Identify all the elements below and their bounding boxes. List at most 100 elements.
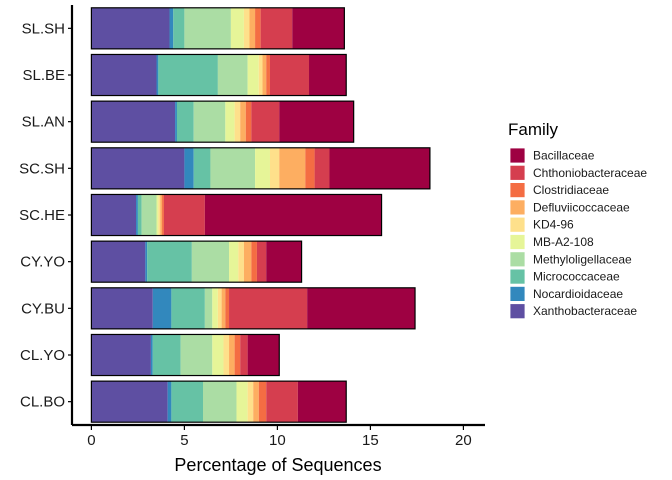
bar-cl-bo <box>90 380 347 423</box>
bar-segment-sc-he-mb-a2-108 <box>156 194 159 236</box>
legend-item-chthoniobacteraceae: Chthoniobacteraceae <box>509 164 647 181</box>
bar-segment-sl-an-kd4-96 <box>234 101 241 143</box>
bar-segment-cl-yo-kd4-96 <box>223 334 230 376</box>
bar-segment-sc-sh-mb-a2-108 <box>255 147 270 189</box>
bar-sc-he <box>90 193 383 237</box>
bar-outline-cy-yo <box>90 240 303 283</box>
bar-segment-sl-sh-micrococcaceae <box>173 7 185 49</box>
bar-segment-cy-bu-nocardioidaceae <box>152 287 172 329</box>
bar-segment-cy-yo-kd4-96 <box>238 241 244 283</box>
bar-segment-cl-bo-mb-a2-108 <box>236 381 248 423</box>
bar-sl-be <box>90 53 347 97</box>
bar-segment-sl-an-chthoniobacteraceae <box>251 101 280 143</box>
bar-segment-sl-be-clostridiaceae <box>266 54 270 96</box>
y-tick-label-sc-sh: SC.SH <box>19 160 65 177</box>
bar-segment-cl-yo-defluviicoccaceae <box>229 334 235 376</box>
bar-segment-cl-yo-xanthobacteraceae <box>91 334 151 376</box>
legend-title: Family <box>508 120 559 139</box>
legend-label-mb-a2-108: MB-A2-108 <box>533 235 594 249</box>
bar-segment-sc-sh-clostridiaceae <box>305 147 315 189</box>
legend-swatch-xanthobacteraceae <box>509 303 526 320</box>
bar-segment-sc-he-nocardioidaceae <box>136 194 138 236</box>
bar-segment-cl-bo-micrococcaceae <box>171 381 203 423</box>
y-tick-label-sl-an: SL.AN <box>22 114 65 131</box>
legend-swatch-bacillaceae <box>509 147 526 164</box>
legend-label-nocardioidaceae: Nocardioidaceae <box>533 287 623 301</box>
bar-segment-cl-bo-defluviicoccaceae <box>253 381 259 423</box>
bar-segment-sc-he-micrococcaceae <box>137 194 142 236</box>
bar-segment-cy-yo-chthoniobacteraceae <box>256 241 267 283</box>
bar-segment-sl-an-bacillaceae <box>279 101 354 143</box>
bar-segment-sl-be-methyloligellaceae <box>217 54 248 96</box>
bar-segment-cl-yo-methyloligellaceae <box>180 334 213 376</box>
legend-swatch-clostridiaceae <box>509 182 526 199</box>
bar-segment-cy-yo-bacillaceae <box>266 241 302 283</box>
bar-segment-cy-bu-chthoniobacteraceae <box>229 287 308 329</box>
legend-item-bacillaceae: Bacillaceae <box>509 147 595 164</box>
bar-cy-bu <box>90 287 416 330</box>
bar-segment-cl-bo-clostridiaceae <box>258 381 267 423</box>
bar-segment-sc-sh-xanthobacteraceae <box>91 147 185 189</box>
x-tick-label-0: 0 <box>87 432 95 449</box>
bar-segment-sc-he-defluviicoccaceae <box>160 194 163 236</box>
bar-outline-cl-bo <box>90 380 347 423</box>
y-tick-label-cy-bu: CY.BU <box>21 300 65 317</box>
bar-segment-cl-bo-methyloligellaceae <box>203 381 237 423</box>
bar-segment-sc-sh-methyloligellaceae <box>210 147 256 189</box>
bar-sc-sh <box>90 147 431 190</box>
bar-segment-sl-an-mb-a2-108 <box>225 101 235 143</box>
x-tick-label-10: 10 <box>269 432 286 449</box>
legend-label-defluviicoccaceae: Defluviicoccaceae <box>533 200 630 214</box>
bar-segment-cy-bu-bacillaceae <box>307 287 416 329</box>
bar-segment-sl-sh-xanthobacteraceae <box>91 7 170 49</box>
y-tick-label-cl-bo: CL.BO <box>20 394 65 411</box>
legend-item-mb-a2-108: MB-A2-108 <box>509 234 594 250</box>
legend-item-micrococcaceae: Micrococcaceae <box>509 268 620 285</box>
bar-segment-sc-sh-kd4-96 <box>269 147 280 189</box>
bar-segment-cy-yo-mb-a2-108 <box>229 241 239 283</box>
x-axis: 0 5 10 15 20 <box>72 423 485 449</box>
bar-segment-cl-yo-clostridiaceae <box>234 334 241 376</box>
y-axis: SL.SH SL.BE SL.AN SC.SH SC.HE CY.YO CY.BU CL.YO… <box>19 5 74 425</box>
bar-sl-sh <box>90 7 345 50</box>
bar-segment-sl-sh-clostridiaceae <box>255 7 261 49</box>
bar-segment-sc-sh-nocardioidaceae <box>184 147 194 189</box>
bar-segment-sl-an-xanthobacteraceae <box>91 101 176 143</box>
bar-cl-yo <box>90 333 280 377</box>
legend-label-chthoniobacteraceae: Chthoniobacteraceae <box>533 166 647 180</box>
bar-segment-cl-yo-chthoniobacteraceae <box>240 334 248 376</box>
bar-segment-cy-bu-mb-a2-108 <box>212 287 218 329</box>
legend-label-methyloligellaceae: Methyloligellaceae <box>533 252 632 266</box>
y-tick-label-sc-he: SC.HE <box>19 207 65 224</box>
bar-segment-cy-bu-clostridiaceae <box>225 287 230 329</box>
x-axis-title: Percentage of Sequences <box>174 455 381 475</box>
bar-segment-sl-sh-chthoniobacteraceae <box>260 7 293 49</box>
bar-segment-cl-bo-nocardioidaceae <box>167 381 172 423</box>
y-tick-label-sl-be: SL.BE <box>22 67 65 84</box>
legend-swatch-mb-a2-108 <box>509 234 526 250</box>
bar-segment-sc-sh-micrococcaceae <box>193 147 211 189</box>
bar-segment-sl-sh-bacillaceae <box>292 7 345 49</box>
legend-swatch-micrococcaceae <box>509 268 526 285</box>
x-tick-label-5: 5 <box>180 432 188 449</box>
bar-segment-sc-he-clostridiaceae <box>162 194 164 236</box>
bar-segment-cl-bo-kd4-96 <box>247 381 254 423</box>
legend-item-methyloligellaceae: Methyloligellaceae <box>509 251 632 268</box>
legend-swatch-kd4-96 <box>509 216 526 233</box>
legend-swatch-chthoniobacteraceae <box>509 164 526 181</box>
bar-segment-cy-bu-methyloligellaceae <box>204 287 213 329</box>
bar-segment-sl-be-mb-a2-108 <box>247 54 259 96</box>
bar-segment-sl-be-micrococcaceae <box>158 54 218 96</box>
y-tick-label-cl-yo: CL.YO <box>20 347 65 364</box>
bar-segment-sc-sh-chthoniobacteraceae <box>314 147 330 189</box>
bar-segment-sl-be-kd4-96 <box>258 54 263 96</box>
bar-segment-cl-bo-bacillaceae <box>297 381 347 423</box>
y-tick-label-cy-yo: CY.YO <box>20 254 65 271</box>
legend-label-clostridiaceae: Clostridiaceae <box>533 183 609 197</box>
legend-item-clostridiaceae: Clostridiaceae <box>509 182 609 199</box>
legend-label-kd4-96: KD4-96 <box>533 218 574 232</box>
bar-segment-sc-he-chthoniobacteraceae <box>163 194 205 236</box>
bar-segment-sl-be-defluviicoccaceae <box>262 54 267 96</box>
bar-segment-sl-an-clostridiaceae <box>245 101 252 143</box>
bar-outline-sl-be <box>90 53 347 97</box>
